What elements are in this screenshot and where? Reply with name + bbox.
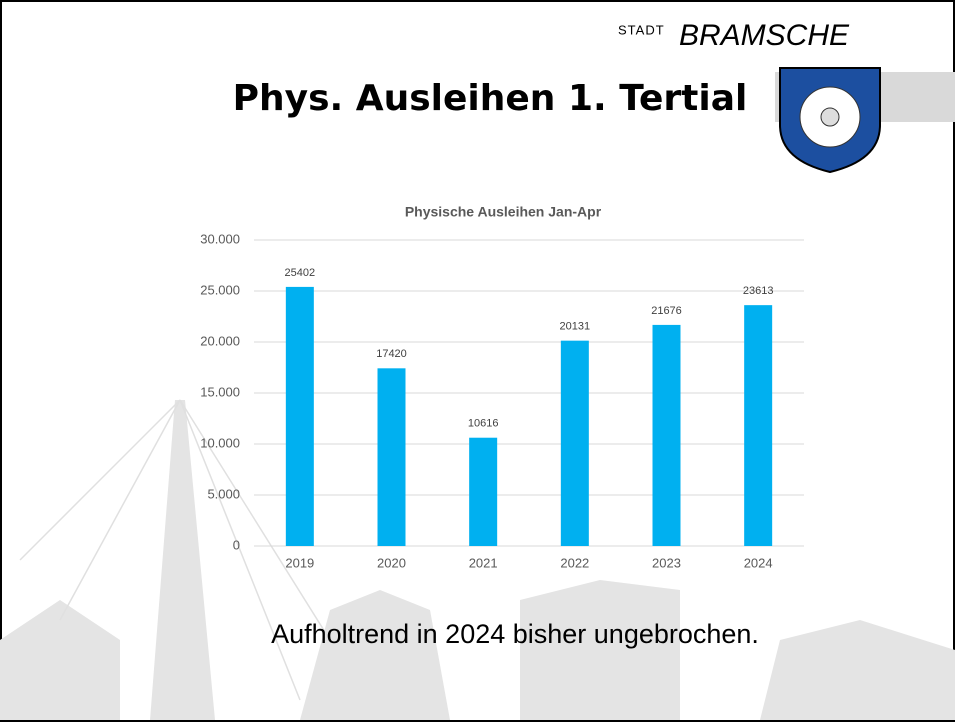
y-tick-label: 0 bbox=[233, 537, 240, 552]
brand-prefix: STADT bbox=[618, 22, 665, 37]
x-tick-label: 2024 bbox=[744, 555, 773, 570]
data-label: 17420 bbox=[376, 348, 407, 360]
y-tick-label: 30.000 bbox=[200, 231, 240, 246]
x-tick-label: 2020 bbox=[377, 555, 406, 570]
x-tick-label: 2021 bbox=[469, 555, 498, 570]
x-tick-label: 2022 bbox=[560, 555, 589, 570]
y-tick-label: 10.000 bbox=[200, 435, 240, 450]
slide-title: Phys. Ausleihen 1. Tertial bbox=[233, 78, 748, 119]
data-label: 23613 bbox=[743, 285, 774, 297]
bar bbox=[652, 324, 681, 546]
data-label: 21676 bbox=[651, 305, 682, 317]
data-label: 10616 bbox=[468, 418, 499, 430]
data-label: 25402 bbox=[285, 267, 316, 279]
rose-center bbox=[820, 107, 840, 127]
bar bbox=[560, 340, 589, 546]
y-tick-label: 25.000 bbox=[200, 282, 240, 297]
data-label: 20131 bbox=[560, 321, 591, 333]
x-tick-label: 2019 bbox=[285, 555, 314, 570]
bar bbox=[377, 368, 406, 546]
bar bbox=[744, 305, 773, 546]
chart-title: Physische Ausleihen Jan-Apr bbox=[405, 204, 602, 220]
y-tick-label: 20.000 bbox=[200, 333, 240, 348]
bar bbox=[285, 286, 314, 546]
caption: Aufholtrend in 2024 bisher ungebrochen. bbox=[271, 619, 759, 649]
x-tick-label: 2023 bbox=[652, 555, 681, 570]
brand-name: BRAMSCHE bbox=[679, 19, 850, 52]
background-cables bbox=[19, 399, 331, 701]
y-tick-label: 15.000 bbox=[200, 384, 240, 399]
y-tick-label: 5.000 bbox=[207, 486, 240, 501]
background-silhouette bbox=[0, 400, 955, 720]
bar bbox=[469, 437, 498, 546]
